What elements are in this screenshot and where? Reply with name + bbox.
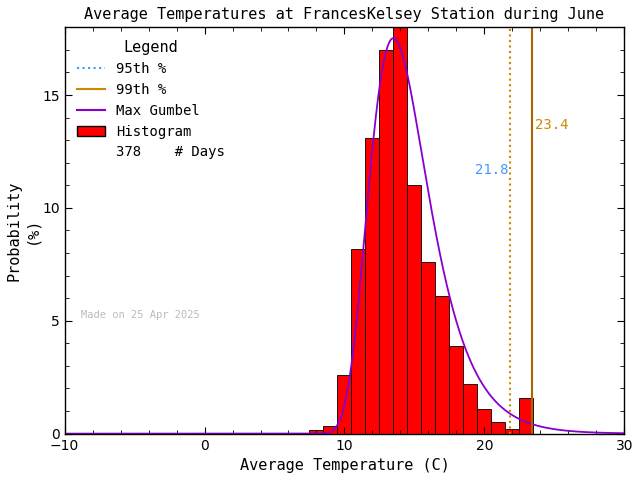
Bar bbox=[380, 50, 394, 433]
Text: Made on 25 Apr 2025: Made on 25 Apr 2025 bbox=[81, 310, 200, 320]
Y-axis label: Probability
(%): Probability (%) bbox=[7, 180, 39, 281]
Bar bbox=[435, 296, 449, 433]
Text: 23.4: 23.4 bbox=[535, 118, 568, 132]
Bar bbox=[477, 409, 492, 433]
Title: Average Temperatures at FrancesKelsey Station during June: Average Temperatures at FrancesKelsey St… bbox=[84, 7, 605, 22]
Bar bbox=[506, 429, 520, 433]
Bar bbox=[492, 422, 506, 433]
Bar bbox=[323, 426, 337, 433]
Text: 21.8: 21.8 bbox=[475, 163, 508, 177]
Bar bbox=[365, 138, 380, 433]
Bar bbox=[394, 25, 408, 433]
Bar bbox=[449, 346, 463, 433]
X-axis label: Average Temperature (C): Average Temperature (C) bbox=[239, 458, 449, 473]
Bar bbox=[310, 430, 323, 433]
Bar bbox=[408, 185, 421, 433]
Bar bbox=[351, 249, 365, 433]
Bar bbox=[463, 384, 477, 433]
Bar bbox=[520, 397, 533, 433]
Bar bbox=[337, 375, 351, 433]
Legend: 95th %, 99th %, Max Gumbel, Histogram, 378    # Days: 95th %, 99th %, Max Gumbel, Histogram, 3… bbox=[72, 34, 230, 165]
Bar bbox=[421, 262, 435, 433]
